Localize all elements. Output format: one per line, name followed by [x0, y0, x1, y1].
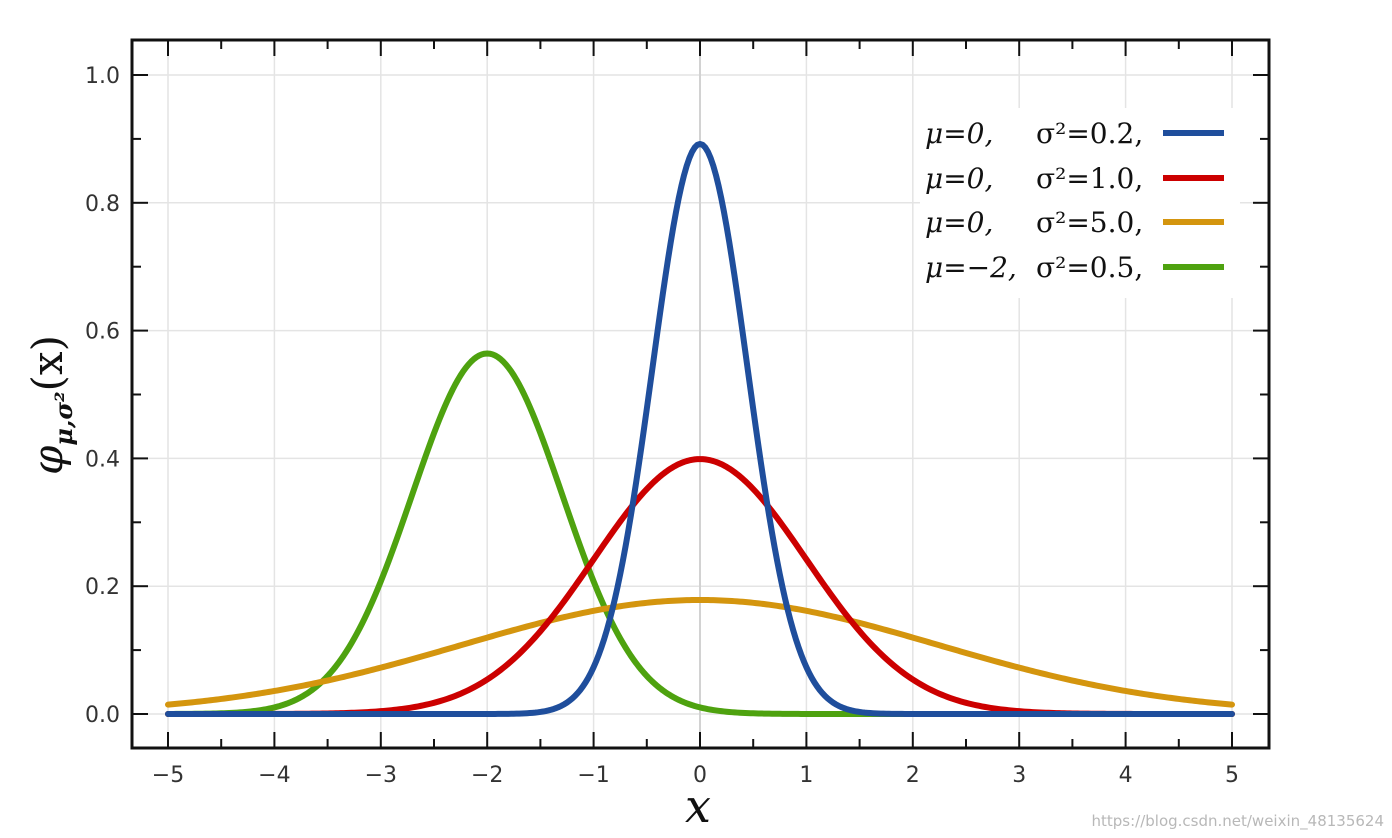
- series-layer: [165, 140, 1235, 717]
- y-tick-label: 1.0: [85, 64, 120, 89]
- x-tick-label: −1: [577, 763, 609, 788]
- legend-mu-label: μ=0,: [925, 162, 993, 195]
- legend-mu-label: μ=−2,: [925, 251, 1017, 284]
- legend-sigma-label: σ²=1.0,: [1036, 162, 1143, 195]
- y-tick-label: 0.0: [85, 703, 120, 728]
- watermark: https://blog.csdn.net/weixin_48135624: [1091, 812, 1384, 831]
- svg-text:φμ,σ²(x): φμ,σ²(x): [23, 335, 78, 475]
- series-line-2: [165, 596, 1235, 708]
- legend-sigma-label: σ²=0.2,: [1036, 117, 1143, 150]
- y-axis-symbol: φ: [23, 445, 72, 475]
- x-tick-labels: −5 −4 −3 −2 −1 0 1 2 3 4 5: [152, 763, 1239, 788]
- x-tick-label: 3: [1012, 763, 1026, 788]
- y-tick-label: 0.6: [85, 320, 120, 345]
- series-line-0: [165, 140, 1235, 717]
- legend-sigma-label: σ²=0.5,: [1036, 251, 1143, 284]
- axis-ticks: [132, 40, 1269, 748]
- x-tick-label: −4: [258, 763, 290, 788]
- x-tick-label: −5: [152, 763, 184, 788]
- y-axis-argument: (x): [23, 335, 72, 391]
- y-tick-label: 0.4: [85, 447, 120, 472]
- legend-mu-label: μ=0,: [925, 117, 993, 150]
- x-axis-title: x: [685, 779, 711, 833]
- y-axis-title: φμ,σ²(x): [23, 335, 78, 475]
- legend-sigma-label: σ²=5.0,: [1036, 206, 1143, 239]
- x-tick-label: 2: [906, 763, 920, 788]
- x-tick-label: 4: [1119, 763, 1133, 788]
- legend: μ=0, σ²=0.2, μ=0, σ²=1.0, μ=0, σ²=5.0, μ=−2, σ²…: [925, 117, 1224, 284]
- x-tick-label: −3: [365, 763, 397, 788]
- legend-mu-label: μ=0,: [925, 206, 993, 239]
- x-tick-label: 1: [799, 763, 813, 788]
- y-tick-label: 0.2: [85, 575, 120, 600]
- x-tick-label: 0: [693, 763, 707, 788]
- y-axis-subscript: μ,σ²: [49, 391, 78, 445]
- y-tick-label: 0.8: [85, 192, 120, 217]
- x-tick-label: −2: [471, 763, 503, 788]
- y-tick-labels: 0.0 0.2 0.4 0.6 0.8 1.0: [85, 64, 120, 728]
- x-tick-label: 5: [1225, 763, 1239, 788]
